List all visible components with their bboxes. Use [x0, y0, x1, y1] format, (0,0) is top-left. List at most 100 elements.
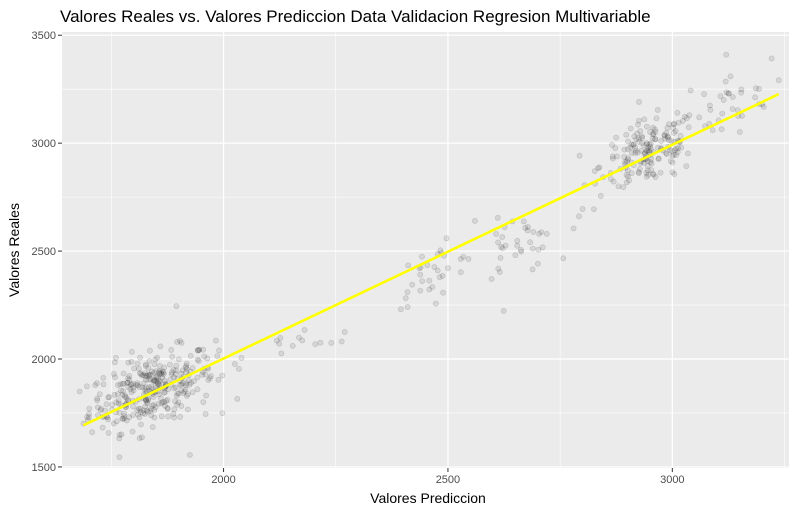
data-point [142, 370, 149, 377]
data-point [127, 386, 134, 393]
data-point [632, 147, 639, 154]
data-point [628, 170, 635, 177]
data-point [206, 375, 213, 382]
data-point [115, 382, 121, 388]
data-point [174, 401, 180, 408]
data-point [153, 368, 159, 375]
data-point [278, 350, 285, 357]
data-point [180, 380, 186, 387]
data-point [636, 117, 642, 124]
data-point [113, 354, 119, 361]
data-point [157, 343, 164, 350]
data-point [114, 391, 121, 397]
data-point [655, 155, 662, 162]
data-point [681, 113, 688, 120]
data-point [182, 386, 189, 393]
data-point [397, 306, 404, 313]
data-point [134, 380, 141, 386]
data-point [142, 397, 149, 404]
data-point [150, 377, 157, 384]
data-point [443, 235, 450, 242]
data-point [204, 355, 211, 362]
data-point [143, 396, 150, 403]
data-point [142, 403, 149, 410]
data-point [129, 403, 136, 410]
data-point [156, 370, 163, 377]
data-point [145, 397, 152, 403]
y-axis-title: Valores Reales [6, 203, 22, 297]
data-point [756, 85, 762, 92]
data-point [457, 256, 464, 262]
x-tick-label: 2500 [436, 474, 460, 486]
data-point [161, 389, 167, 396]
data-point [579, 206, 586, 212]
data-point [141, 386, 148, 393]
data-point [627, 144, 634, 151]
data-point [135, 411, 142, 418]
data-point [653, 115, 660, 122]
data-point [125, 384, 132, 390]
data-point [499, 245, 506, 252]
data-point [625, 155, 631, 161]
data-point [194, 356, 201, 363]
data-point [231, 361, 238, 367]
data-point [685, 124, 692, 131]
data-point [613, 134, 619, 141]
data-point [612, 145, 619, 152]
data-point [111, 391, 118, 398]
data-point [148, 368, 155, 375]
data-point [644, 140, 650, 146]
data-point [663, 149, 669, 156]
data-point [632, 150, 639, 157]
data-point [183, 380, 190, 387]
data-point [161, 402, 168, 409]
data-point [126, 414, 133, 421]
data-point [182, 364, 189, 371]
data-point [172, 398, 178, 405]
data-point [152, 383, 159, 390]
data-point [89, 429, 95, 436]
data-point [649, 135, 656, 142]
data-point [235, 365, 242, 372]
data-point [723, 51, 730, 58]
data-point [196, 347, 203, 353]
data-point [775, 77, 782, 84]
data-point [194, 347, 201, 354]
data-point [205, 377, 212, 383]
data-point [718, 126, 725, 133]
data-point [140, 380, 147, 387]
data-point [625, 156, 631, 163]
data-point [131, 365, 137, 372]
data-point [647, 128, 653, 135]
data-point [645, 171, 652, 178]
data-point [465, 256, 472, 262]
data-point [116, 435, 123, 442]
data-point [709, 127, 716, 134]
data-point [145, 376, 152, 383]
data-point [625, 138, 631, 145]
data-point [643, 147, 650, 154]
data-point [184, 391, 191, 397]
data-point [610, 178, 617, 185]
data-point [650, 131, 657, 137]
data-point [142, 373, 149, 379]
data-point [643, 169, 650, 176]
data-point [92, 382, 99, 389]
data-point [729, 94, 736, 100]
data-point [183, 369, 190, 375]
data-point [86, 411, 92, 417]
data-point [116, 454, 123, 460]
data-point [645, 147, 652, 154]
data-point [677, 132, 684, 139]
data-point [183, 362, 190, 369]
data-point [156, 391, 162, 398]
data-point [158, 400, 165, 407]
data-point [151, 414, 158, 421]
x-tick-label: 2000 [211, 474, 235, 486]
data-point [140, 407, 147, 414]
data-point [720, 97, 727, 103]
data-point [439, 272, 446, 279]
data-point [636, 166, 643, 172]
data-point [631, 133, 638, 140]
data-point [149, 424, 156, 430]
